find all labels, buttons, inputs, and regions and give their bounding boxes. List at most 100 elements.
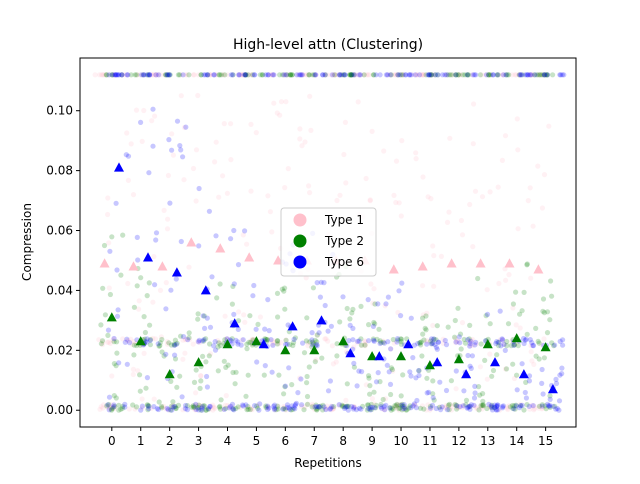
strip-point — [284, 72, 290, 78]
strip-point — [393, 72, 399, 78]
strip-point — [111, 335, 117, 342]
strip-point — [343, 404, 349, 410]
strip-point — [266, 328, 272, 334]
strip-point — [314, 332, 320, 338]
strip-point — [118, 406, 124, 412]
y-tick-label: 0.02 — [46, 343, 73, 357]
strip-point — [271, 403, 277, 409]
strip-point — [142, 336, 148, 342]
strip-point — [517, 311, 523, 317]
strip-point — [532, 72, 538, 78]
strip-point — [207, 351, 214, 357]
strip-point — [153, 237, 159, 243]
strip-point — [198, 378, 204, 384]
strip-point — [484, 287, 490, 293]
strip-point — [479, 406, 485, 412]
strip-point — [447, 72, 453, 78]
strip-point — [225, 402, 231, 409]
strip-point — [511, 342, 517, 348]
strip-point — [265, 403, 271, 410]
chart-title: High-level attn (Clustering) — [233, 37, 423, 53]
strip-point — [544, 72, 550, 78]
x-tick-label: 6 — [282, 434, 290, 448]
strip-point — [226, 405, 233, 411]
strip-point — [538, 341, 544, 348]
strip-point — [378, 404, 384, 410]
strip-point — [473, 339, 479, 345]
strip-point — [458, 72, 464, 78]
strip-point — [324, 403, 330, 409]
strip-point — [98, 322, 104, 328]
strip-point — [506, 403, 512, 409]
strip-point — [307, 339, 313, 345]
strip-point — [212, 339, 218, 345]
strip-point — [105, 339, 111, 345]
strip-point — [467, 406, 473, 412]
strip-point — [334, 341, 340, 347]
strip-point — [416, 368, 422, 374]
strip-point — [153, 72, 159, 78]
strip-point — [489, 404, 495, 410]
strip-point — [534, 72, 540, 78]
strip-point — [98, 404, 104, 410]
strip-point — [115, 72, 122, 78]
strip-point — [504, 405, 510, 411]
strip-point — [465, 352, 471, 359]
strip-point — [392, 404, 398, 410]
strip-point — [225, 362, 231, 368]
strip-point — [412, 402, 418, 408]
strip-point — [516, 72, 522, 78]
strip-point — [285, 322, 291, 328]
strip-point — [244, 346, 250, 352]
strip-point — [519, 402, 525, 408]
strip-point — [136, 306, 142, 312]
strip-point — [215, 344, 221, 350]
strip-point — [162, 72, 168, 78]
strip-point — [400, 406, 406, 412]
strip-point — [327, 406, 333, 412]
strip-point — [113, 395, 119, 401]
strip-point — [423, 72, 429, 78]
strip-point — [544, 401, 551, 407]
strip-point — [316, 404, 322, 410]
strip-point — [186, 72, 192, 78]
strip-point — [205, 72, 211, 78]
strip-point — [328, 403, 334, 409]
strip-point — [408, 72, 414, 78]
strip-point — [414, 72, 420, 78]
strip-point — [342, 119, 348, 125]
strip-point — [495, 72, 501, 78]
strip-point — [317, 403, 324, 409]
strip-point — [274, 338, 280, 344]
strip-point — [367, 383, 373, 389]
strip-point — [275, 403, 281, 409]
strip-point — [180, 334, 187, 340]
strip-point — [280, 406, 286, 412]
strip-point — [211, 404, 217, 410]
strip-point — [185, 337, 191, 343]
mean-marker — [106, 312, 117, 322]
strip-point — [229, 301, 235, 307]
strip-point — [282, 72, 288, 78]
strip-point — [408, 405, 414, 411]
strip-point — [105, 402, 111, 408]
y-tick-label: 0.06 — [46, 224, 73, 238]
strip-point — [309, 404, 315, 410]
strip-point — [283, 337, 289, 343]
strip-point — [518, 72, 524, 78]
strip-point — [233, 405, 239, 412]
strip-point — [244, 407, 250, 413]
strip-point — [512, 406, 518, 412]
strip-point — [536, 340, 542, 346]
strip-point — [114, 267, 120, 273]
strip-point — [467, 201, 473, 208]
strip-point — [173, 341, 179, 347]
strip-point — [559, 72, 566, 78]
strip-point — [240, 72, 246, 78]
mean-marker — [251, 336, 262, 346]
strip-point — [523, 336, 529, 342]
strip-point — [139, 138, 145, 144]
strip-point — [180, 356, 186, 362]
strip-point — [341, 72, 347, 78]
strip-point — [198, 72, 204, 78]
